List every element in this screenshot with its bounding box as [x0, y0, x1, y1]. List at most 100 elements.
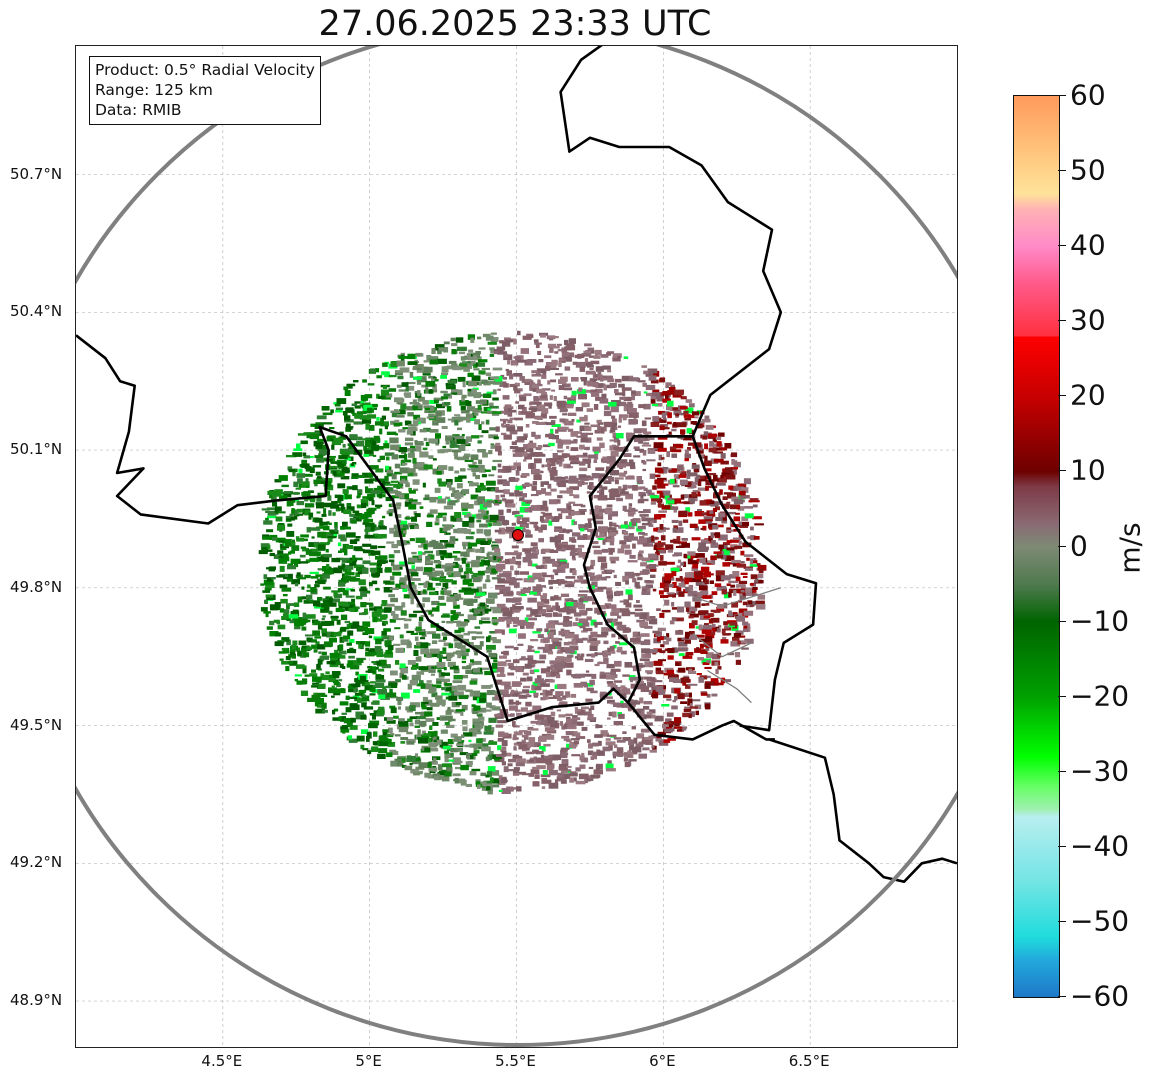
velocity-echo-cell	[732, 612, 738, 615]
velocity-echo-cell	[502, 498, 507, 502]
velocity-echo-cell	[449, 487, 456, 491]
velocity-echo-cell	[643, 442, 650, 445]
velocity-echo-cell	[596, 419, 602, 424]
velocity-echo-cell	[580, 681, 587, 687]
velocity-echo-cell	[342, 543, 349, 549]
velocity-echo-cell	[356, 557, 363, 561]
velocity-echo-cell	[272, 502, 278, 507]
velocity-echo-cell	[448, 643, 454, 649]
velocity-echo-cell	[590, 631, 598, 636]
velocity-echo-cell	[571, 674, 576, 678]
velocity-echo-cell	[297, 596, 303, 603]
velocity-echo-cell	[476, 631, 483, 635]
velocity-echo-cell	[505, 558, 510, 565]
velocity-echo-cell	[501, 761, 506, 766]
velocity-echo-cell	[550, 660, 554, 664]
velocity-echo-cell	[453, 675, 463, 680]
velocity-echo-cell	[551, 424, 561, 427]
velocity-echo-cell	[331, 671, 341, 676]
velocity-echo-cell	[431, 539, 436, 545]
velocity-echo-cell	[584, 343, 592, 347]
velocity-echo-cell	[722, 542, 731, 546]
velocity-echo-cell	[316, 683, 326, 689]
velocity-echo-cell	[454, 512, 462, 518]
velocity-echo-cell	[497, 479, 507, 485]
velocity-echo-cell	[424, 494, 430, 498]
velocity-echo-cell	[419, 680, 424, 684]
velocity-echo-cell	[622, 415, 627, 421]
velocity-echo-cell	[306, 432, 311, 439]
velocity-echo-cell	[594, 734, 603, 738]
velocity-echo-cell	[306, 549, 312, 554]
velocity-echo-cell	[488, 565, 499, 569]
velocity-echo-cell	[430, 567, 435, 571]
velocity-echo-cell	[540, 519, 550, 523]
velocity-echo-cell	[441, 703, 445, 707]
velocity-echo-cell	[336, 459, 347, 465]
velocity-echo-cell	[513, 659, 520, 664]
velocity-echo-cell	[394, 605, 403, 611]
velocity-echo-cell	[509, 417, 516, 420]
velocity-echo-cell	[409, 371, 414, 378]
velocity-echo-cell	[644, 585, 649, 590]
velocity-echo-cell	[417, 551, 423, 555]
velocity-echo-cell	[463, 732, 473, 737]
velocity-echo-cell	[333, 590, 338, 597]
velocity-echo-cell	[266, 507, 276, 511]
velocity-echo-cell	[333, 437, 344, 444]
velocity-echo-cell	[648, 735, 657, 739]
velocity-echo-cell	[620, 650, 627, 655]
velocity-echo-cell	[495, 754, 506, 757]
velocity-echo-cell	[365, 531, 369, 537]
velocity-echo-cell	[532, 577, 543, 580]
velocity-echo-cell	[291, 510, 299, 515]
velocity-echo-cell	[564, 656, 572, 663]
velocity-echo-cell	[549, 415, 557, 419]
velocity-echo-cell	[549, 536, 556, 543]
velocity-echo-cell	[753, 558, 757, 561]
velocity-echo-cell	[641, 739, 652, 745]
velocity-echo-cell	[566, 718, 576, 724]
velocity-echo-cell	[681, 637, 691, 641]
radar-map[interactable]	[75, 45, 958, 1048]
velocity-echo-cell	[572, 557, 576, 561]
velocity-echo-cell	[339, 656, 346, 659]
velocity-echo-cell	[526, 447, 534, 453]
velocity-echo-cell	[408, 613, 417, 618]
velocity-echo-cell	[373, 533, 379, 538]
velocity-echo-cell	[554, 526, 563, 529]
velocity-echo-cell	[614, 479, 619, 485]
velocity-echo-cell	[618, 750, 624, 754]
velocity-echo-cell	[312, 630, 321, 636]
velocity-echo-cell	[553, 396, 557, 402]
velocity-echo-cell	[462, 541, 471, 547]
velocity-echo-cell	[634, 612, 641, 617]
velocity-echo-cell	[376, 491, 386, 494]
velocity-echo-cell	[334, 526, 338, 532]
velocity-echo-cell	[414, 677, 420, 680]
velocity-echo-cell	[420, 637, 426, 640]
velocity-echo-cell	[639, 658, 650, 662]
velocity-echo-cell	[297, 650, 302, 656]
velocity-echo-cell	[534, 669, 540, 673]
velocity-echo-cell	[537, 646, 546, 650]
velocity-echo-cell	[565, 731, 575, 736]
velocity-echo-cell	[486, 575, 490, 581]
velocity-echo-cell	[535, 421, 546, 425]
velocity-echo-cell	[584, 358, 589, 363]
velocity-echo-cell	[516, 517, 521, 523]
velocity-echo-cell	[728, 592, 732, 598]
velocity-echo-cell	[529, 521, 539, 525]
velocity-echo-cell	[684, 579, 689, 585]
velocity-echo-cell	[512, 598, 521, 603]
velocity-echo-cell	[315, 431, 320, 436]
velocity-echo-cell	[700, 539, 710, 544]
velocity-echo-cell	[587, 519, 592, 525]
velocity-echo-cell	[591, 391, 600, 397]
velocity-echo-cell	[678, 582, 686, 588]
velocity-echo-cell	[521, 411, 527, 414]
velocity-echo-cell	[594, 451, 599, 454]
velocity-echo-cell	[373, 662, 379, 665]
velocity-echo-cell	[504, 552, 514, 556]
velocity-echo-cell	[589, 355, 598, 358]
